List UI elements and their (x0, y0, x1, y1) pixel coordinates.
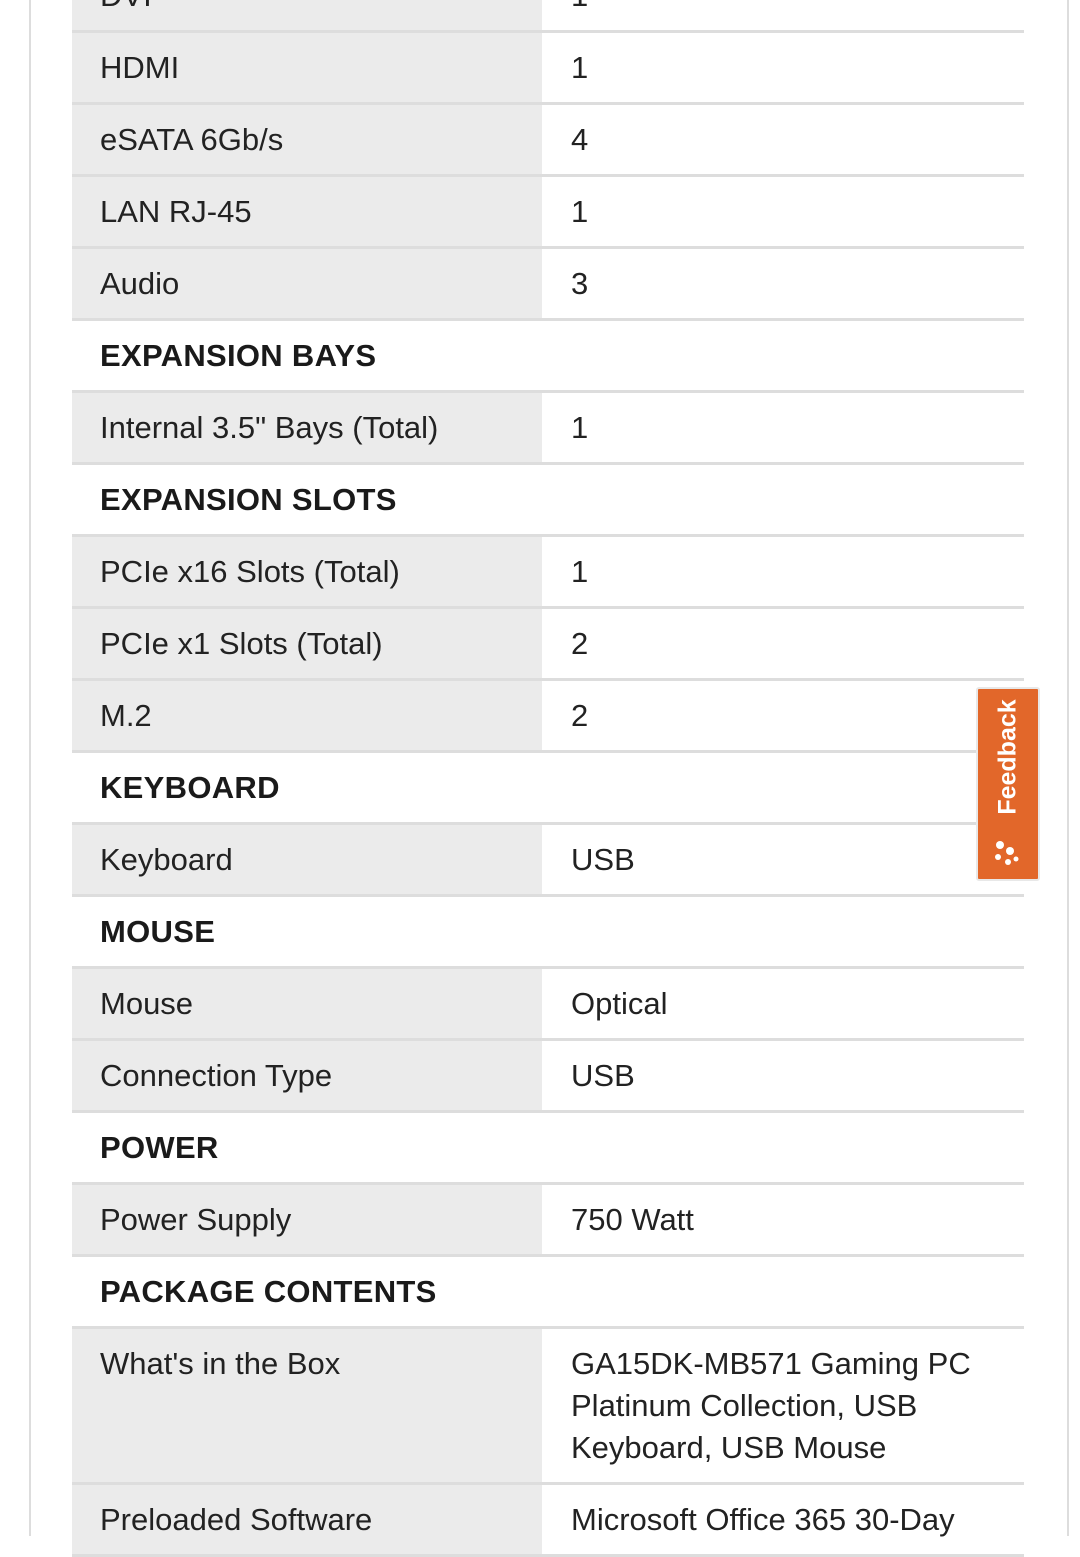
spec-row: PCIe x16 Slots (Total) 1 (72, 537, 1024, 609)
spec-value: USB (571, 842, 635, 877)
spec-label: DVI (72, 0, 542, 30)
spec-label: PCIe x16 Slots (Total) (72, 537, 542, 606)
spec-label: Internal 3.5" Bays (Total) (72, 393, 542, 462)
spec-value: Microsoft Office 365 30-Day (571, 1502, 955, 1537)
section-heading: EXPANSION BAYS (100, 338, 377, 373)
spec-row: What's in the Box GA15DK-MB571 Gaming PC … (72, 1329, 1024, 1485)
section-heading: POWER (100, 1130, 219, 1165)
spec-label: Connection Type (72, 1041, 542, 1110)
spec-value: Optical (571, 986, 668, 1021)
spec-label: Audio (72, 249, 542, 318)
feedback-icon (995, 841, 1019, 865)
spec-label: HDMI (72, 33, 542, 102)
section-heading: EXPANSION SLOTS (100, 482, 397, 517)
spec-row: Internal 3.5" Bays (Total) 1 (72, 393, 1024, 465)
spec-label: M.2 (72, 681, 542, 750)
spec-row: PCIe x1 Slots (Total) 2 (72, 609, 1024, 681)
spec-value: 1 (571, 410, 589, 445)
spec-row: Connection Type USB (72, 1041, 1024, 1113)
spec-value: 750 Watt (571, 1202, 694, 1237)
spec-value: 3 (571, 266, 589, 301)
section-heading-row: MOUSE (72, 897, 1024, 969)
content-frame (29, 0, 1069, 1536)
spec-row: Keyboard USB (72, 825, 1024, 897)
spec-value: 1 (571, 50, 589, 85)
section-heading-row: PACKAGE CONTENTS (72, 1257, 1024, 1329)
spec-label: Preloaded Software (72, 1485, 542, 1554)
spec-value: 4 (571, 122, 589, 157)
spec-row: Preloaded Software Microsoft Office 365 3… (72, 1485, 1024, 1557)
spec-row: Audio 3 (72, 249, 1024, 321)
spec-row: M.2 2 (72, 681, 1024, 753)
spec-row: HDMI 1 (72, 33, 1024, 105)
spec-value: 2 (571, 626, 589, 661)
spec-value: USB (571, 1058, 635, 1093)
section-heading-row: EXPANSION BAYS (72, 321, 1024, 393)
spec-row: DVI1 (72, 0, 1024, 33)
spec-row: Mouse Optical (72, 969, 1024, 1041)
section-heading: MOUSE (100, 914, 216, 949)
spec-row: Power Supply 750 Watt (72, 1185, 1024, 1257)
spec-label: eSATA 6Gb/s (72, 105, 542, 174)
spec-label: Power Supply (72, 1185, 542, 1254)
spec-value: GA15DK-MB571 Gaming PC Platinum Collecti… (571, 1346, 971, 1465)
spec-label: PCIe x1 Slots (Total) (72, 609, 542, 678)
section-heading-row: KEYBOARD (72, 753, 1024, 825)
spec-label: What's in the Box (72, 1329, 542, 1482)
spec-row: LAN RJ-45 1 (72, 177, 1024, 249)
section-heading: PACKAGE CONTENTS (100, 1274, 437, 1309)
section-heading-row: POWER (72, 1113, 1024, 1185)
spec-label: Mouse (72, 969, 542, 1038)
spec-value: 1 (542, 0, 1024, 30)
feedback-tab[interactable]: Feedback (976, 687, 1040, 881)
feedback-label[interactable]: Feedback (993, 699, 1022, 815)
spec-value: 1 (571, 194, 589, 229)
section-heading-row: EXPANSION SLOTS (72, 465, 1024, 537)
spec-row: eSATA 6Gb/s 4 (72, 105, 1024, 177)
spec-value: 2 (571, 698, 589, 733)
section-heading: KEYBOARD (100, 770, 280, 805)
spec-value: 1 (571, 554, 589, 589)
spec-label: Keyboard (72, 825, 542, 894)
spec-label: LAN RJ-45 (72, 177, 542, 246)
